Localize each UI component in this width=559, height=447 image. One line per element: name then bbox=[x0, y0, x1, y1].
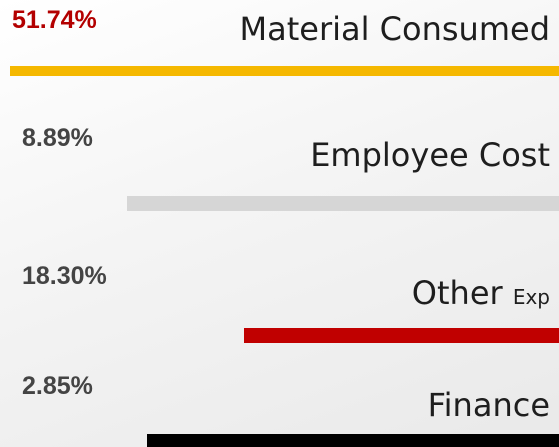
label: Employee Cost bbox=[310, 136, 550, 174]
label-main: Other bbox=[411, 274, 503, 312]
divider-bar bbox=[244, 328, 559, 343]
label: Finance bbox=[427, 386, 550, 424]
percent: 2.85% bbox=[22, 372, 93, 400]
percent: 8.89% bbox=[22, 124, 93, 152]
percent: 18.30% bbox=[22, 262, 107, 290]
percent: 51.74% bbox=[12, 6, 97, 34]
label: Other Exp bbox=[412, 274, 550, 312]
divider-bar bbox=[127, 196, 559, 211]
label: Material Consumed bbox=[239, 10, 551, 48]
divider-bar bbox=[10, 66, 559, 76]
divider-bar bbox=[147, 434, 559, 447]
label-suffix: Exp bbox=[512, 285, 550, 309]
